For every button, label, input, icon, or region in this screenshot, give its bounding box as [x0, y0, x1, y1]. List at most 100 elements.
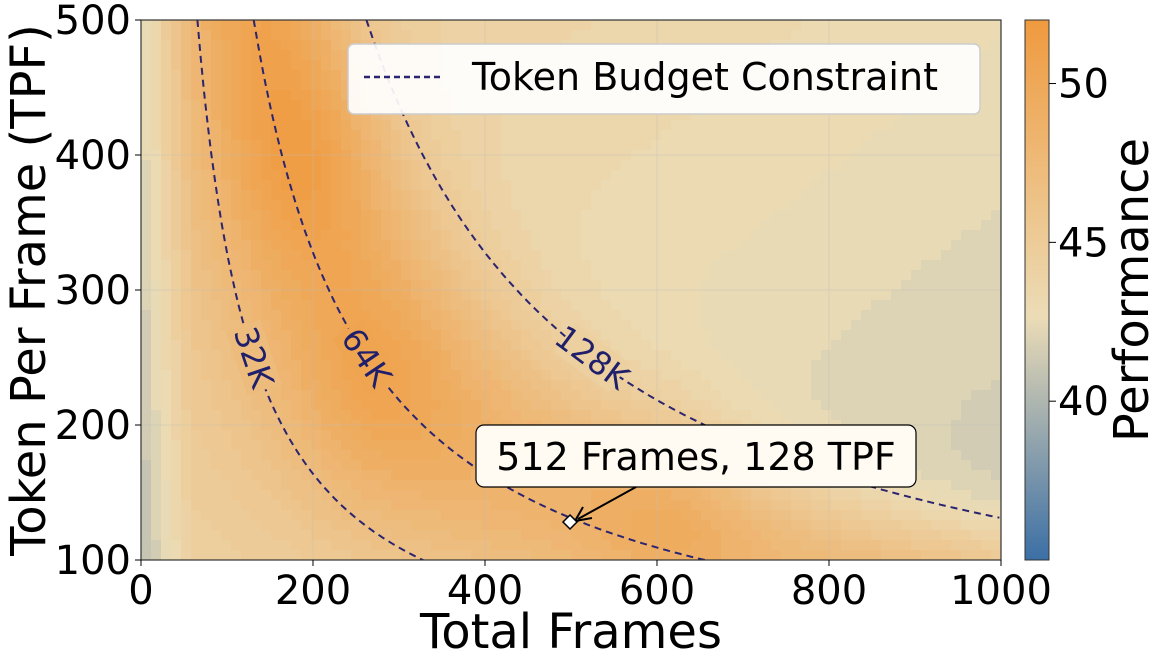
heatmap-cell [251, 530, 262, 541]
heatmap-cell [911, 280, 922, 291]
heatmap-cell [171, 550, 182, 560]
heatmap-cell [191, 420, 202, 431]
heatmap-cell [221, 360, 232, 371]
heatmap-cell [141, 500, 152, 511]
heatmap-cell [181, 390, 192, 401]
heatmap-cell [521, 230, 532, 241]
heatmap-cell [891, 310, 902, 321]
heatmap-cell [191, 340, 202, 351]
heatmap-cell [411, 440, 422, 451]
heatmap-cell [231, 50, 242, 61]
heatmap-cell [591, 30, 602, 41]
heatmap-cell [611, 150, 622, 161]
heatmap-cell [761, 130, 772, 141]
heatmap-cell [701, 200, 712, 211]
heatmap-cell [151, 120, 162, 131]
colorbar-tick-label: 40 [1058, 379, 1109, 425]
heatmap-cell [311, 70, 322, 81]
heatmap-cell [181, 420, 192, 431]
heatmap-cell [451, 380, 462, 391]
heatmap-cell [931, 270, 942, 281]
heatmap-cell [981, 390, 992, 401]
heatmap-cell [631, 310, 642, 321]
heatmap-cell [461, 350, 472, 361]
heatmap-cell [171, 520, 182, 531]
heatmap-cell [241, 110, 252, 121]
heatmap-cell [811, 510, 822, 521]
heatmap-cell [251, 180, 262, 191]
heatmap-cell [621, 160, 632, 171]
heatmap-cell [841, 400, 852, 411]
heatmap-cell [341, 360, 352, 371]
heatmap-cell [371, 220, 382, 231]
heatmap-cell [511, 360, 522, 371]
heatmap-cell [341, 80, 352, 91]
heatmap-cell [231, 390, 242, 401]
heatmap-cell [971, 240, 982, 251]
heatmap-cell [241, 260, 252, 271]
heatmap-cell [281, 390, 292, 401]
heatmap-cell [771, 490, 782, 501]
heatmap-cell [281, 440, 292, 451]
heatmap-cell [151, 110, 162, 121]
heatmap-cell [871, 400, 882, 411]
heatmap-cell [821, 150, 832, 161]
heatmap-cell [961, 470, 972, 481]
heatmap-cell [431, 300, 442, 311]
heatmap-cell [491, 200, 502, 211]
heatmap-cell [681, 520, 692, 531]
heatmap-cell [161, 280, 172, 291]
heatmap-cell [971, 500, 982, 511]
heatmap-cell [231, 180, 242, 191]
heatmap-cell [631, 160, 642, 171]
heatmap-cell [771, 190, 782, 201]
heatmap-cell [141, 110, 152, 121]
heatmap-cell [811, 310, 822, 321]
heatmap-cell [651, 200, 662, 211]
heatmap-cell [641, 250, 652, 261]
heatmap-cell [441, 140, 452, 151]
heatmap-cell [371, 200, 382, 211]
heatmap-cell [311, 100, 322, 111]
heatmap-cell [321, 180, 332, 191]
heatmap-cell [481, 520, 492, 531]
heatmap-cell [241, 160, 252, 171]
heatmap-cell [571, 530, 582, 541]
heatmap-cell [521, 280, 532, 291]
heatmap-cell [991, 480, 1001, 491]
heatmap-cell [351, 460, 362, 471]
heatmap-cell [561, 360, 572, 371]
heatmap-cell [171, 90, 182, 101]
heatmap-cell [731, 190, 742, 201]
heatmap-cell [411, 110, 422, 121]
heatmap-cell [581, 310, 592, 321]
heatmap-cell [371, 240, 382, 251]
heatmap-cell [541, 140, 552, 151]
heatmap-cell [161, 20, 172, 31]
heatmap-cell [711, 20, 722, 31]
heatmap-cell [961, 380, 972, 391]
heatmap-cell [981, 190, 992, 201]
heatmap-cell [301, 270, 312, 281]
heatmap-cell [951, 140, 962, 151]
heatmap-cell [951, 120, 962, 131]
heatmap-cell [591, 150, 602, 161]
heatmap-cell [811, 490, 822, 501]
heatmap-cell [701, 230, 712, 241]
heatmap-cell [271, 20, 282, 31]
heatmap-cell [171, 150, 182, 161]
heatmap-cell [731, 530, 742, 541]
heatmap-cell [811, 240, 822, 251]
heatmap-cell [181, 540, 192, 551]
heatmap-cell [241, 20, 252, 31]
heatmap-cell [311, 520, 322, 531]
heatmap-cell [141, 370, 152, 381]
heatmap-cell [181, 260, 192, 271]
heatmap-cell [901, 160, 912, 171]
heatmap-cell [221, 120, 232, 131]
heatmap-cell [961, 460, 972, 471]
heatmap-cell [511, 20, 522, 31]
heatmap-cell [431, 130, 442, 141]
heatmap-cell [191, 260, 202, 271]
heatmap-cell [651, 220, 662, 231]
